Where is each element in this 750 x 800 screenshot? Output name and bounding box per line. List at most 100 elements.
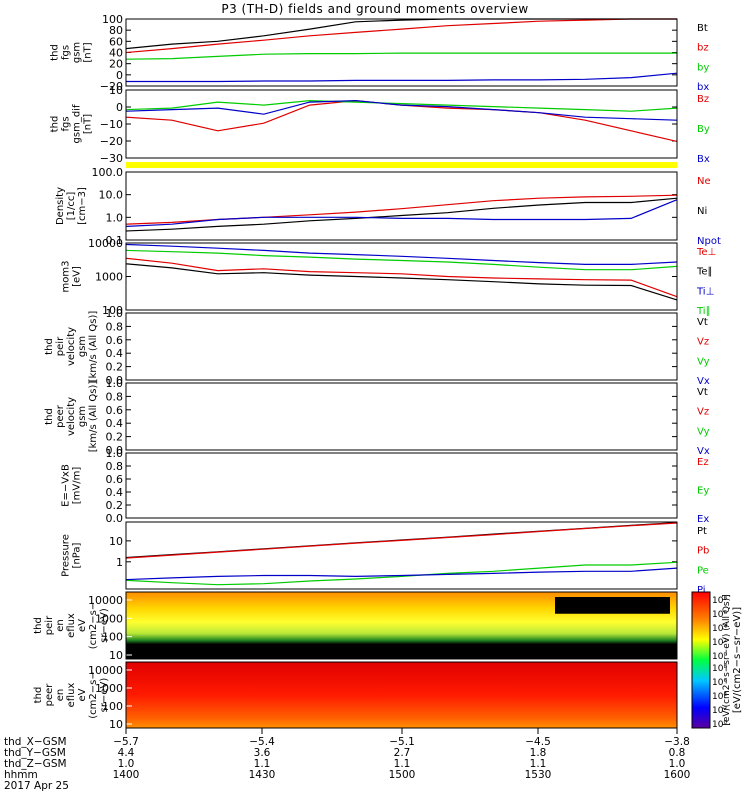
y-tick-label: 1 bbox=[116, 556, 123, 569]
y-tick-label: 60 bbox=[109, 35, 123, 48]
y-axis-label: mom3 bbox=[61, 261, 72, 293]
colorbar-tick: 10² bbox=[712, 706, 727, 716]
legend-item-Te⊥: Te⊥ bbox=[696, 247, 716, 258]
legend-item-Bz: Bz bbox=[697, 94, 709, 105]
colorbar-tick: 10⁰ bbox=[712, 720, 727, 730]
footer-value: 4.4 bbox=[117, 747, 135, 759]
legend-item-Vt: Vt bbox=[697, 317, 708, 328]
panel-frame bbox=[125, 171, 678, 241]
y-tick-label: 0.4 bbox=[106, 347, 124, 360]
series-line-Ti⊥ bbox=[125, 243, 678, 265]
y-axis-label: [nT] bbox=[83, 114, 94, 134]
series-line-Bt bbox=[125, 18, 677, 50]
y-axis-label: [cm−3] bbox=[77, 187, 88, 225]
colorbar-tick: 10⁶ bbox=[712, 678, 727, 688]
y-tick-label: 100 bbox=[102, 631, 123, 644]
series-line-Bx bbox=[125, 99, 678, 121]
legend-item-Pb: Pb bbox=[697, 546, 709, 557]
y-tick-label: 1.0 bbox=[106, 307, 124, 320]
y-tick-label: 10 bbox=[109, 535, 123, 548]
panel-frame bbox=[125, 591, 678, 660]
footer-value: 1500 bbox=[388, 769, 416, 781]
legend-item-bz: bz bbox=[697, 43, 709, 54]
colorbar-label-2: [eV/(cm2−s−sr−eV) (All Qs)] bbox=[722, 594, 732, 725]
y-tick-label: 0 bbox=[116, 69, 123, 82]
y-tick-label: −20 bbox=[100, 135, 123, 148]
footer-value: −3.8 bbox=[664, 736, 690, 748]
legend-item-Ti∥: Ti∥ bbox=[696, 306, 711, 317]
y-axis-label: [eV] bbox=[72, 266, 83, 287]
series-line-Ti∥ bbox=[125, 249, 678, 271]
colorbar-tick: 10⁴ bbox=[712, 692, 727, 702]
y-axis-label: sr−eV) bbox=[99, 678, 110, 713]
colorbar-tick: 10⁸ bbox=[712, 596, 727, 606]
legend-item-Pi: Pi bbox=[697, 585, 706, 596]
y-axis-label: thd bbox=[50, 116, 61, 133]
y-axis-label: velocity bbox=[66, 397, 77, 436]
colorbar-tick: 10⁶ bbox=[712, 610, 727, 620]
legend-item-Npot: Npot bbox=[697, 236, 721, 247]
y-tick-label: 0.2 bbox=[106, 431, 124, 444]
y-tick-label: 0.1 bbox=[106, 234, 124, 247]
y-axis-label: peir bbox=[44, 615, 55, 635]
y-tick-label: −20 bbox=[100, 80, 123, 93]
y-axis-label: gsm_dif bbox=[72, 104, 83, 143]
y-tick-label: 100 bbox=[102, 13, 123, 26]
series-line-Bz bbox=[125, 99, 678, 142]
series-line-Pb bbox=[125, 522, 678, 559]
footer-value: −4.5 bbox=[525, 736, 551, 748]
footer-value: 1.0 bbox=[668, 758, 686, 770]
y-tick-label: 0.2 bbox=[106, 499, 124, 512]
footer-value: 3.6 bbox=[253, 747, 271, 759]
y-tick-label: 0.0 bbox=[106, 444, 124, 457]
y-tick-label: 80 bbox=[109, 24, 123, 37]
y-axis-label: thd bbox=[44, 408, 55, 425]
footer-date: 2017 Apr 25 bbox=[4, 780, 69, 792]
y-tick-label: 0.8 bbox=[106, 390, 124, 403]
colorbar-label: [eV/(cm2−s−sr−eV)] bbox=[732, 607, 743, 713]
footer-value: 1400 bbox=[112, 769, 140, 781]
y-axis-label: Pressure bbox=[61, 534, 72, 577]
y-axis-label: thd bbox=[44, 338, 55, 355]
legend-item-Bx: Bx bbox=[697, 154, 710, 165]
y-axis-label: gsm bbox=[77, 336, 88, 357]
y-axis-label: peer bbox=[55, 404, 66, 428]
legend-item-Vz: Vz bbox=[697, 407, 709, 418]
y-tick-label: 10 bbox=[109, 718, 123, 731]
y-axis-label: (cm2−s− bbox=[88, 671, 99, 718]
y-tick-label: 100 bbox=[102, 700, 123, 713]
legend-item-Ni: Ni bbox=[697, 206, 707, 217]
legend-item-by: by bbox=[697, 62, 709, 73]
chart-title: P3 (TH-D) fields and ground moments over… bbox=[221, 2, 529, 16]
legend-item-Ey: Ey bbox=[697, 486, 709, 497]
footer-value: 1.1 bbox=[529, 758, 547, 770]
legend-item-By: By bbox=[697, 124, 710, 135]
y-tick-label: 10 bbox=[109, 649, 123, 662]
y-tick-label: 0.2 bbox=[106, 361, 124, 374]
series-line-Pe bbox=[125, 561, 678, 586]
legend-item-Pe: Pe bbox=[697, 565, 709, 576]
legend-item-Vx: Vx bbox=[697, 446, 710, 457]
footer-label: hhmm bbox=[4, 769, 38, 781]
y-axis-label: thd bbox=[50, 44, 61, 61]
y-tick-label: −10 bbox=[100, 118, 123, 131]
footer-value: 1530 bbox=[524, 769, 552, 781]
colorbar bbox=[692, 592, 710, 728]
legend-item-Ex: Ex bbox=[697, 514, 709, 525]
footer-value: 1600 bbox=[663, 769, 691, 781]
y-axis-label: fgs bbox=[61, 45, 72, 60]
footer-value: 1.1 bbox=[253, 758, 271, 770]
y-tick-label: 20 bbox=[109, 58, 123, 71]
y-tick-label: 1.0 bbox=[106, 211, 124, 224]
y-axis-label: (cm2−s− bbox=[88, 602, 99, 649]
y-tick-label: 100 bbox=[102, 304, 123, 317]
footer-value: −5.4 bbox=[249, 736, 275, 748]
y-tick-label: 10 bbox=[109, 84, 123, 97]
panel-frame bbox=[125, 18, 678, 87]
series-line-Te⊥ bbox=[125, 257, 678, 298]
y-tick-label: 0.0 bbox=[106, 374, 124, 387]
y-axis-label: gsm bbox=[77, 406, 88, 427]
legend-item-Vy: Vy bbox=[697, 426, 710, 437]
y-axis-label: sr−eV) bbox=[99, 608, 110, 643]
footer-value: −5.7 bbox=[113, 736, 139, 748]
